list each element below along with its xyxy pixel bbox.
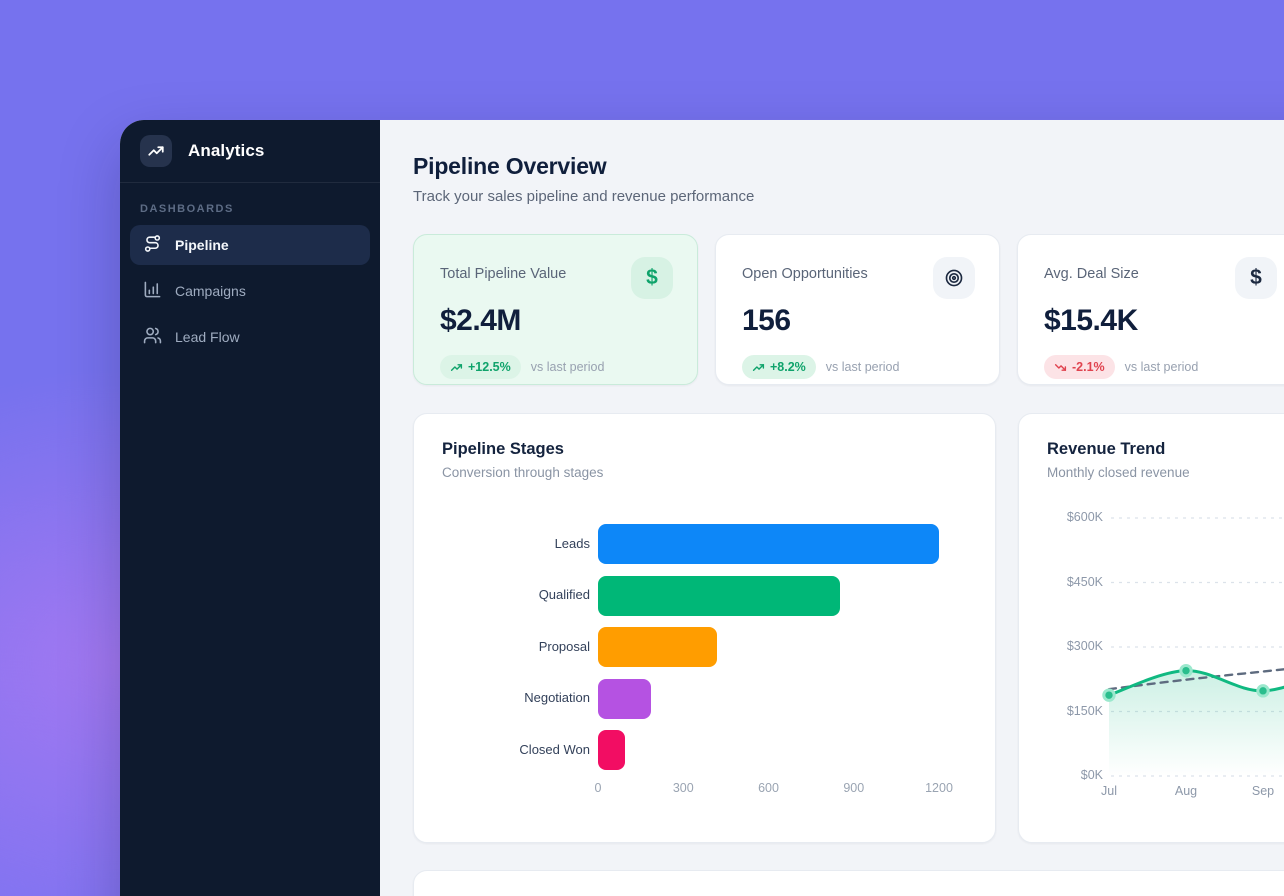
delta-badge: -2.1% [1044,355,1115,379]
kpi-label: Total Pipeline Value [440,266,567,282]
bar [598,575,840,616]
y-tick-label: $600K [1066,510,1103,524]
delta-badge: +12.5% [440,355,521,379]
data-point [1179,663,1193,678]
revenue-trend-svg [1102,517,1284,777]
bottom-card-partial [413,870,1284,896]
bar [598,730,625,770]
kpi-card-open-opportunities: Open Opportunities 156 +8.2% vs last per… [715,234,1000,385]
kpi-compare: vs last period [825,360,900,374]
month-label: Sep [1251,784,1275,798]
sidebar-item-campaigns[interactable]: Campaigns [130,271,370,311]
bar [598,627,718,667]
kpi-label: Avg. Deal Size [1044,266,1139,282]
delta-badge: +8.2% [742,355,816,379]
revenue-trend-card: Revenue Trend Monthly closed revenue $0K… [1018,413,1284,843]
trending-up-icon [450,363,463,371]
bar [598,524,939,564]
month-label: Aug [1174,784,1198,798]
y-tick-label: $150K [1066,703,1103,718]
x-tick-label: 900 [843,781,865,795]
dollar-icon: $ [1235,257,1277,299]
sidebar-nav: Pipeline Campaigns Lead Flow [120,225,380,357]
analytics-logo-icon [140,135,172,167]
bar [598,678,651,719]
kpi-compare: vs last period [1124,360,1199,374]
users-icon [143,326,162,348]
bar-label: Qualified [538,587,590,603]
month-label: Jul [1101,784,1117,798]
kpi-compare: vs last period [530,360,605,374]
x-tick-label: 0 [594,781,602,795]
sidebar-item-pipeline[interactable]: Pipeline [130,225,370,265]
page-title: Pipeline Overview [413,153,607,179]
sidebar-item-label: Lead Flow [175,329,240,345]
sidebar-item-lead-flow[interactable]: Lead Flow [130,317,370,357]
sidebar-item-label: Campaigns [175,283,246,299]
bar-chart-icon [143,280,162,302]
bar-label: Proposal [538,638,590,654]
revenue-line [1107,669,1284,697]
main-content: Pipeline Overview Track your sales pipel… [380,120,1284,896]
y-tick-label: $0K [1080,768,1103,782]
chart-subtitle: Conversion through stages [442,465,604,480]
kpi-value: $15.4K [1044,304,1138,337]
x-tick-label: 300 [672,781,694,795]
x-tick-label: 600 [758,781,779,795]
pipeline-stages-card: Pipeline Stages Conversion through stage… [413,413,996,843]
y-tick-label: $450K [1066,574,1103,589]
page-subtitle: Track your sales pipeline and revenue pe… [413,188,755,205]
route-icon [143,234,162,256]
bar-label: Closed Won [519,741,590,757]
brand-name: Analytics [188,141,265,160]
bar-label: Negotiation [524,690,590,706]
trending-up-icon [752,363,765,371]
target-icon [933,257,975,299]
dollar-icon: $ [631,257,673,299]
kpi-card-avg-deal-size: Avg. Deal Size $ $15.4K -2.1% vs last pe… [1017,234,1284,385]
kpi-row: Total Pipeline Value $ $2.4M +12.5% vs l… [413,234,1284,385]
revenue-trend-plot: $0K $150K $300K $450K $600K Jul Aug Sep [1047,502,1284,812]
nav-section-label: DASHBOARDS [140,203,234,215]
trend-dashed-line [1107,668,1284,691]
brand-row: Analytics [120,120,380,183]
pipeline-stages-plot: Leads Qualified Proposal Negotiation Closed … [442,502,967,812]
x-tick-label: 1200 [925,781,953,795]
chart-subtitle: Monthly closed revenue [1047,465,1190,480]
data-point [1102,688,1116,702]
kpi-value: $2.4M [440,304,521,337]
trending-down-icon [1054,363,1067,371]
bar-label: Leads [554,535,590,551]
kpi-label: Open Opportunities [742,266,868,282]
app-window: Analytics DASHBOARDS Pipeline [120,120,1284,896]
kpi-card-total-pipeline-value: Total Pipeline Value $ $2.4M +12.5% vs l… [413,234,698,385]
sidebar-item-label: Pipeline [175,237,229,253]
y-tick-label: $300K [1066,639,1103,653]
sidebar: Analytics DASHBOARDS Pipeline [120,120,380,896]
charts-row: Pipeline Stages Conversion through stage… [413,413,1284,843]
chart-title: Pipeline Stages [442,440,564,458]
revenue-area [1109,670,1284,776]
chart-title: Revenue Trend [1047,440,1166,458]
kpi-value: 156 [742,304,791,337]
data-point [1256,684,1270,698]
